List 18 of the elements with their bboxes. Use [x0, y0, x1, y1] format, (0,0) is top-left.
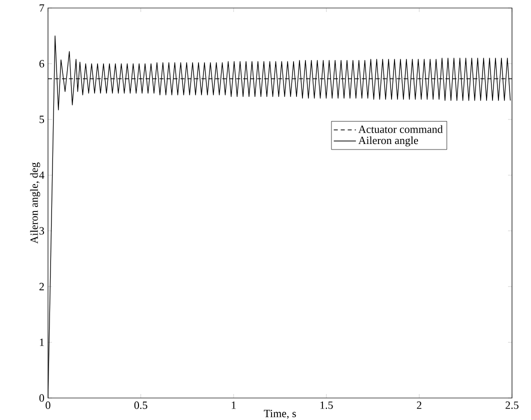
x-tick-label: 1	[232, 402, 236, 409]
y-tick-label: 1	[40, 338, 44, 346]
y-tick-label: 2	[39, 282, 44, 290]
x-axis-title: Time, s	[264, 410, 296, 419]
y-axis-title: Aileron angle, deg	[30, 162, 40, 244]
y-tick-label: 6	[39, 60, 44, 68]
legend-label: Actuator command	[358, 125, 443, 134]
x-tick-label: 0.5	[134, 402, 148, 409]
x-tick-label: 0	[46, 402, 50, 409]
x-tick-label: 2	[416, 402, 422, 409]
y-tick-label: 5	[40, 116, 44, 124]
y-tick-label: 0	[39, 394, 44, 402]
y-tick-label: 7	[40, 4, 44, 12]
legend-label: Aileron angle	[358, 136, 418, 146]
x-tick-label: 1.5	[320, 402, 333, 409]
x-tick-label: 2.5	[506, 402, 518, 409]
y-tick-label: 4	[39, 172, 44, 179]
y-tick-label: 3	[40, 227, 44, 235]
